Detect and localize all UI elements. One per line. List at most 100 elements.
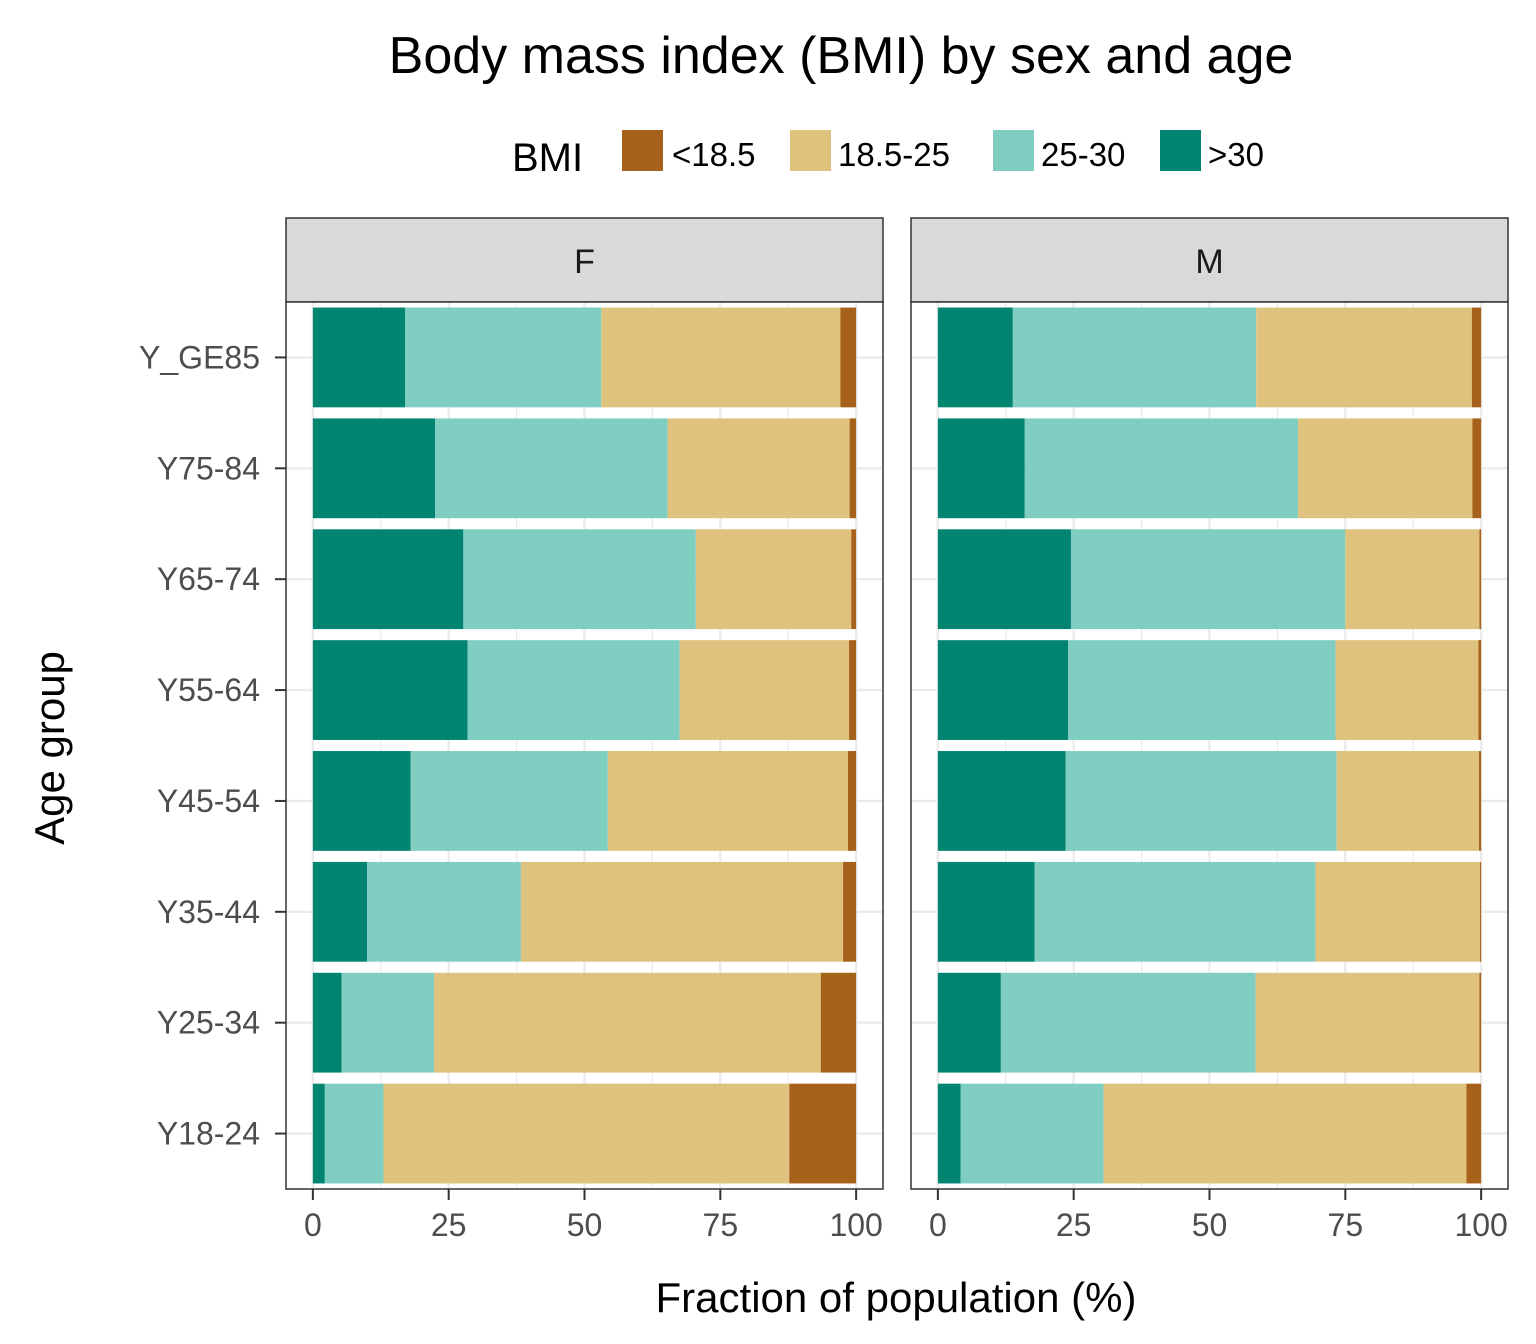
bar-m-y35-44-18-5-25 (1315, 861, 1481, 962)
legend-label-25-30: 25-30 (1041, 136, 1125, 173)
y-axis: Y_GE85 Y75-84 Y65-74 Y55-64 Y45-54 Y35-44 Y25-… (139, 339, 286, 1152)
y-tick-label-y65-74: Y65-74 (157, 561, 260, 597)
y-axis-title: Age group (26, 651, 73, 845)
x-tick-label-f-75: 75 (703, 1207, 739, 1243)
bar-m-y75-84-25-30 (1024, 418, 1299, 519)
bar-f-y75-84-lt-18-5 (849, 418, 857, 519)
legend-key-lt-18-5 (622, 130, 663, 171)
facet-strip-m (910, 217, 1509, 303)
bar-f-y55-64-25-30 (467, 640, 680, 740)
bar-f-y75-84-gt-30 (312, 418, 436, 519)
legend-key-18-5-25 (790, 130, 831, 171)
x-tick-label-m-50: 50 (1192, 1207, 1228, 1243)
bar-f-y65-74-lt-18-5 (851, 529, 857, 630)
chart-title: Body mass index (BMI) by sex and age (389, 27, 1294, 85)
bar-f-y55-64-18-5-25 (679, 640, 850, 740)
bar-m-y65-74-lt-18-5 (1479, 529, 1482, 630)
bar-m-y45-54-lt-18-5 (1478, 751, 1482, 851)
x-axis-title: Fraction of population (%) (656, 1274, 1137, 1321)
bar-m-y65-74-gt-30 (937, 529, 1071, 630)
bar-m-y75-84-lt-18-5 (1472, 418, 1482, 519)
bar-m-y55-64-18-5-25 (1335, 640, 1479, 740)
bar-f-y35-44-18-5-25 (520, 861, 844, 962)
bar-f-y35-44-gt-30 (312, 861, 368, 962)
legend-label-18-5-25: 18.5-25 (838, 136, 950, 173)
bar-m-y35-44-lt-18-5 (1480, 861, 1482, 962)
bar-f-y18-24-lt-18-5 (789, 1083, 857, 1184)
x-tick-label-m-100: 100 (1454, 1207, 1507, 1243)
legend-key-gt-30 (1160, 130, 1201, 171)
y-tick-label-y45-54: Y45-54 (157, 783, 260, 819)
bar-m-y35-44-gt-30 (937, 861, 1035, 962)
x-tick-label-m-0: 0 (929, 1207, 947, 1243)
bar-f-y18-24-18-5-25 (383, 1083, 790, 1184)
legend: BMI <18.5 18.5-25 25-30 >30 (512, 130, 1264, 180)
bar-f-y35-44-25-30 (367, 861, 521, 962)
x-tick-label-m-25: 25 (1056, 1207, 1092, 1243)
bar-m-y-ge85-25-30 (1012, 307, 1257, 408)
facet-panel-f: F 0 25 50 75 100 (285, 217, 884, 1243)
bar-f-y25-34-18-5-25 (434, 972, 821, 1073)
bar-m-y65-74-18-5-25 (1345, 529, 1480, 630)
bar-f-y45-54-18-5-25 (607, 751, 848, 851)
bar-f-y45-54-lt-18-5 (847, 751, 857, 851)
bar-m-y18-24-18-5-25 (1103, 1083, 1467, 1184)
bar-m-y18-24-lt-18-5 (1466, 1083, 1482, 1184)
bar-f-y18-24-gt-30 (312, 1083, 325, 1184)
bar-m-y65-74-25-30 (1070, 529, 1346, 630)
bar-m-y45-54-18-5-25 (1336, 751, 1479, 851)
bar-f-y-ge85-gt-30 (312, 307, 406, 408)
x-tick-label-f-100: 100 (829, 1207, 882, 1243)
facet-panels: F 0 25 50 75 100 M 0 25 50 75 100 (285, 217, 1509, 1243)
facet-strip-f (285, 217, 884, 303)
bar-m-y75-84-18-5-25 (1298, 418, 1473, 519)
bar-f-y65-74-18-5-25 (695, 529, 852, 630)
bar-f-y55-64-gt-30 (312, 640, 468, 740)
bar-m-y45-54-gt-30 (937, 751, 1066, 851)
bars-m (937, 307, 1482, 1184)
bar-f-y75-84-18-5-25 (667, 418, 850, 519)
facet-panel-m: M 0 25 50 75 100 (910, 217, 1509, 1243)
x-axis-f: 0 25 50 75 100 (304, 1189, 883, 1243)
y-tick-label-y18-24: Y18-24 (157, 1116, 260, 1152)
bar-m-y55-64-25-30 (1068, 640, 1336, 740)
bar-f-y75-84-25-30 (435, 418, 668, 519)
x-tick-label-f-0: 0 (304, 1207, 322, 1243)
bar-f-y25-34-gt-30 (312, 972, 342, 1073)
bar-m-y18-24-gt-30 (937, 1083, 961, 1184)
bar-f-y-ge85-lt-18-5 (840, 307, 857, 408)
bar-m-y25-34-lt-18-5 (1479, 972, 1482, 1073)
bar-m-y55-64-lt-18-5 (1478, 640, 1482, 740)
facet-strip-label-f: F (574, 243, 595, 281)
bars-f (312, 307, 857, 1184)
bar-m-y-ge85-18-5-25 (1256, 307, 1472, 408)
bar-m-y25-34-18-5-25 (1255, 972, 1480, 1073)
bar-m-y18-24-25-30 (960, 1083, 1104, 1184)
x-tick-label-f-25: 25 (431, 1207, 467, 1243)
bar-m-y45-54-25-30 (1065, 751, 1337, 851)
y-tick-label-y-ge85: Y_GE85 (139, 339, 260, 375)
bar-m-y-ge85-gt-30 (937, 307, 1013, 408)
bar-f-y-ge85-18-5-25 (601, 307, 841, 408)
legend-label-gt-30: >30 (1208, 136, 1264, 173)
y-tick-label-y35-44: Y35-44 (157, 894, 260, 930)
bar-m-y55-64-gt-30 (937, 640, 1069, 740)
facet-strip-label-m: M (1195, 243, 1223, 281)
y-tick-label-y25-34: Y25-34 (157, 1005, 260, 1041)
bar-f-y55-64-lt-18-5 (849, 640, 857, 740)
bar-f-y25-34-25-30 (341, 972, 435, 1073)
legend-key-25-30 (993, 130, 1034, 171)
legend-label-lt-18-5: <18.5 (672, 136, 756, 173)
y-tick-label-y75-84: Y75-84 (157, 450, 260, 486)
bar-f-y-ge85-25-30 (405, 307, 602, 408)
bar-m-y75-84-gt-30 (937, 418, 1025, 519)
bar-m-y25-34-25-30 (1000, 972, 1256, 1073)
bar-f-y18-24-25-30 (324, 1083, 384, 1184)
x-tick-label-f-50: 50 (567, 1207, 603, 1243)
x-tick-label-m-75: 75 (1328, 1207, 1364, 1243)
bar-f-y45-54-25-30 (410, 751, 608, 851)
bar-f-y65-74-25-30 (463, 529, 696, 630)
bar-m-y35-44-25-30 (1034, 861, 1316, 962)
legend-title: BMI (512, 136, 583, 180)
